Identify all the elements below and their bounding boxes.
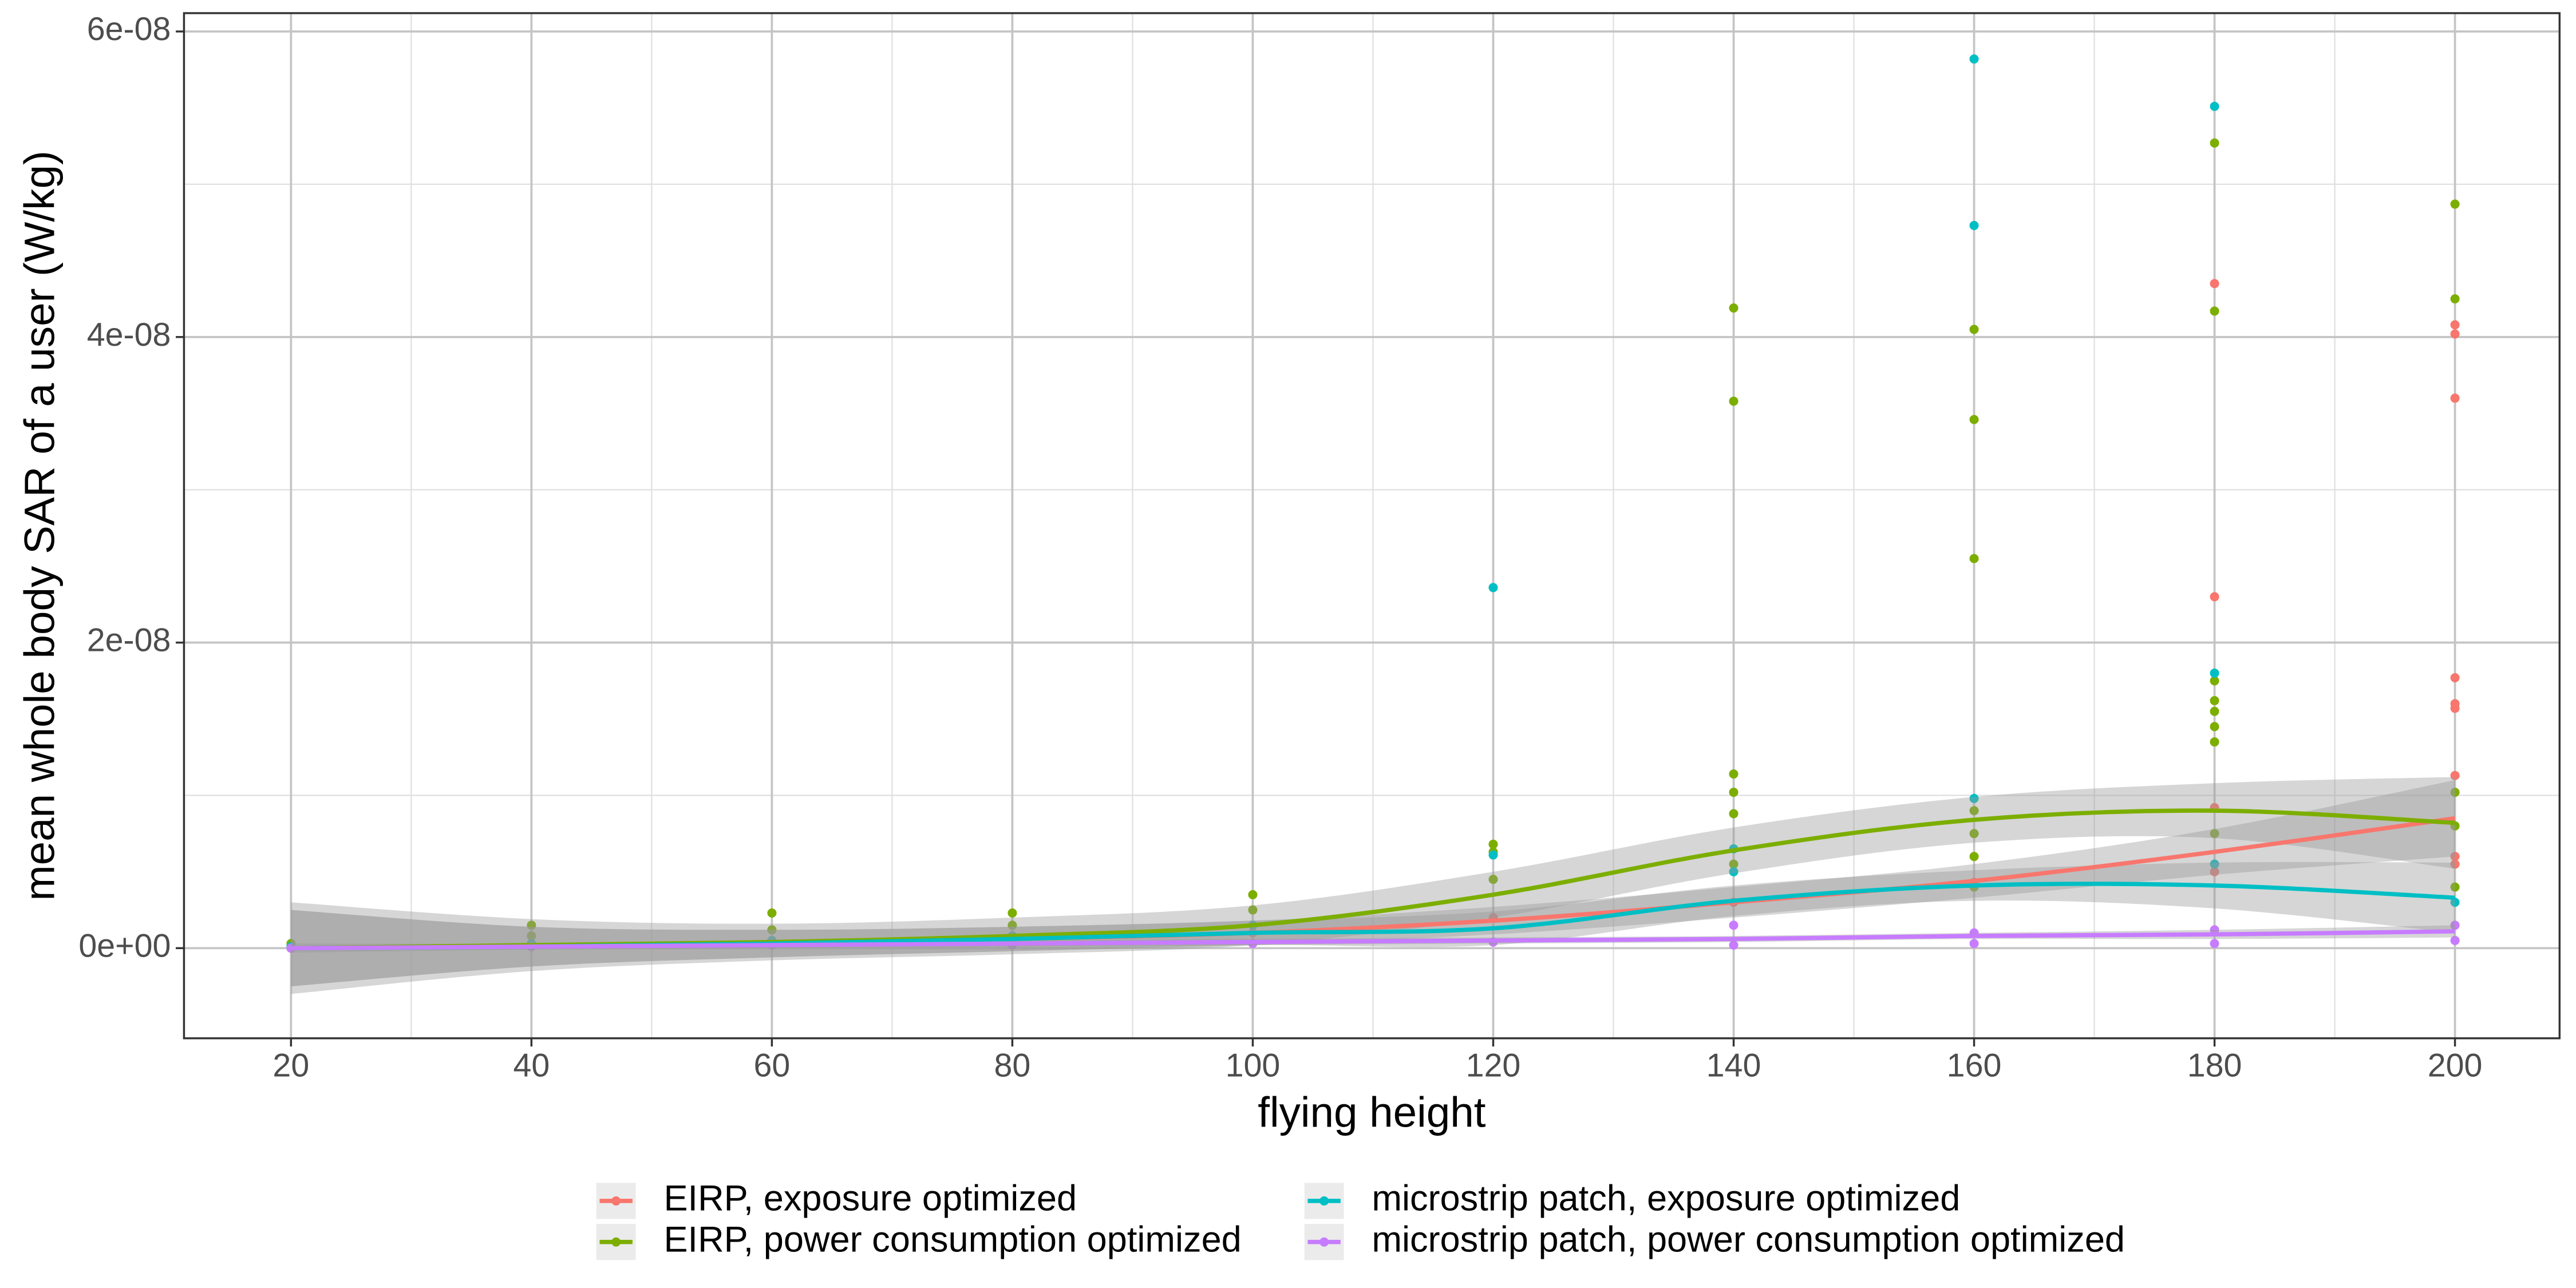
point	[1008, 920, 1017, 930]
y-tick-label: 2e-08	[87, 622, 171, 659]
axes: 20 40 60 80 100 120 140 160 180 200 0e+00 2e-08 4e-0…	[78, 11, 2482, 1084]
y-tick-label: 4e-08	[87, 317, 171, 353]
point	[2210, 939, 2219, 949]
point	[1969, 806, 1979, 816]
x-tick-label: 40	[513, 1048, 550, 1084]
point	[2210, 138, 2219, 148]
point	[2210, 696, 2219, 705]
y-tick-label: 6e-08	[87, 11, 171, 48]
point	[2450, 294, 2460, 304]
x-tick-label: 100	[1226, 1048, 1281, 1084]
legend-label: EIRP, exposure optimized	[663, 1179, 1077, 1219]
point	[1488, 583, 1498, 592]
x-tick-label: 180	[2187, 1048, 2242, 1084]
confidence-band	[291, 780, 2455, 987]
panel-border	[183, 12, 2561, 1040]
point	[1969, 220, 1979, 230]
point	[2450, 199, 2460, 209]
point	[2450, 882, 2460, 892]
y-tick-label: 0e+00	[78, 927, 171, 964]
legend-label: microstrip patch, exposure optimized	[1372, 1179, 1960, 1219]
x-tick-label: 200	[2428, 1048, 2483, 1084]
point	[1729, 859, 1739, 869]
legend-label: EIRP, power consumption optimized	[663, 1219, 1241, 1259]
point	[527, 931, 536, 941]
point	[2210, 859, 2219, 869]
point	[2450, 393, 2460, 403]
point	[2210, 722, 2219, 732]
smooth-line	[291, 929, 2455, 951]
point	[2210, 101, 2219, 111]
legend-key-point	[1319, 1237, 1329, 1247]
point	[1729, 303, 1739, 313]
point	[767, 908, 777, 918]
point	[1969, 793, 1979, 803]
point	[2450, 935, 2460, 946]
point	[1969, 325, 1979, 334]
point	[1969, 414, 1979, 424]
point	[1729, 809, 1739, 819]
point	[2450, 852, 2460, 862]
legend-label: microstrip patch, power consumption opti…	[1372, 1219, 2125, 1259]
x-tick-label: 60	[753, 1048, 790, 1084]
point	[2450, 704, 2460, 713]
x-axis-title: flying height	[1258, 1088, 1485, 1136]
point	[2450, 859, 2460, 869]
point	[1969, 54, 1979, 64]
point	[2450, 788, 2460, 797]
point	[767, 925, 777, 935]
point	[527, 920, 536, 930]
point	[1729, 920, 1739, 930]
confidence-band	[291, 862, 2455, 987]
grid	[184, 13, 2560, 1038]
point	[1488, 875, 1498, 884]
point	[1488, 839, 1498, 849]
point	[2210, 668, 2219, 678]
point	[2450, 320, 2460, 330]
point	[2450, 898, 2460, 907]
point	[1488, 850, 1498, 860]
legend-key-point	[611, 1196, 621, 1206]
x-tick-label: 80	[994, 1048, 1031, 1084]
point	[1248, 890, 1258, 899]
point	[1729, 769, 1739, 779]
point	[1729, 940, 1739, 950]
point	[2450, 920, 2460, 930]
point	[2210, 867, 2219, 876]
x-tick-label: 160	[1947, 1048, 2002, 1084]
point	[1969, 939, 1979, 949]
point	[1969, 852, 1979, 862]
point	[2210, 279, 2219, 289]
point	[1969, 829, 1979, 839]
point	[1248, 905, 1258, 915]
point	[1729, 396, 1739, 406]
legend-key-point	[1319, 1196, 1329, 1206]
point	[2210, 676, 2219, 686]
point	[2210, 737, 2219, 747]
point	[2210, 306, 2219, 316]
x-tick-label: 20	[272, 1048, 309, 1084]
x-tick-label: 120	[1466, 1048, 1521, 1084]
point	[2450, 673, 2460, 682]
point	[1729, 788, 1739, 797]
point	[2210, 925, 2219, 935]
x-tick-label: 140	[1706, 1048, 1761, 1084]
y-axis-title: mean whole body SAR of a user (W/kg)	[15, 151, 63, 900]
smooth-lines	[291, 808, 2456, 951]
point	[1969, 554, 1979, 563]
point	[1008, 908, 1017, 918]
point	[2450, 329, 2460, 339]
point	[1729, 867, 1739, 876]
legend-key-point	[611, 1237, 621, 1247]
point	[2210, 592, 2219, 602]
point	[2210, 829, 2219, 839]
point	[2450, 771, 2460, 780]
point	[2210, 706, 2219, 716]
